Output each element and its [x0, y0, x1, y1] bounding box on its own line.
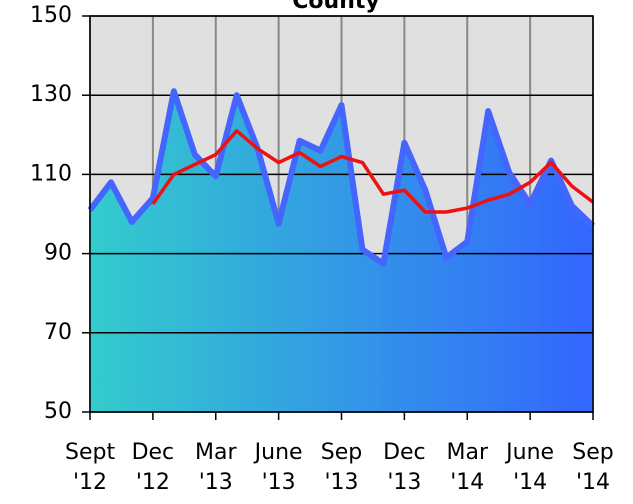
y-tick-label: 50 — [44, 399, 72, 424]
y-tick-label: 70 — [44, 320, 72, 345]
series-line — [151, 129, 595, 214]
chart-title: County — [292, 0, 379, 14]
y-tick-label: 110 — [30, 161, 72, 186]
plot-border — [89, 15, 594, 413]
y-tick-label: 130 — [30, 82, 72, 107]
x-tick-label: Mar '14 — [446, 440, 488, 495]
series-line — [87, 88, 596, 267]
x-tick-label: Mar '13 — [194, 440, 237, 495]
y-tick-label: 90 — [44, 241, 72, 266]
area — [90, 91, 593, 413]
x-tick-label: June '14 — [506, 440, 555, 495]
x-tick-label: Dec '12 — [131, 440, 175, 495]
x-tick-label: Sep '14 — [572, 440, 614, 495]
x-tick-label: Dec '13 — [383, 440, 426, 495]
x-tick-label: Sep '13 — [320, 440, 363, 495]
x-tick-label: Sept '12 — [65, 440, 116, 495]
y-tick-label: 150 — [30, 3, 72, 28]
x-tick-label: June '13 — [254, 440, 303, 495]
